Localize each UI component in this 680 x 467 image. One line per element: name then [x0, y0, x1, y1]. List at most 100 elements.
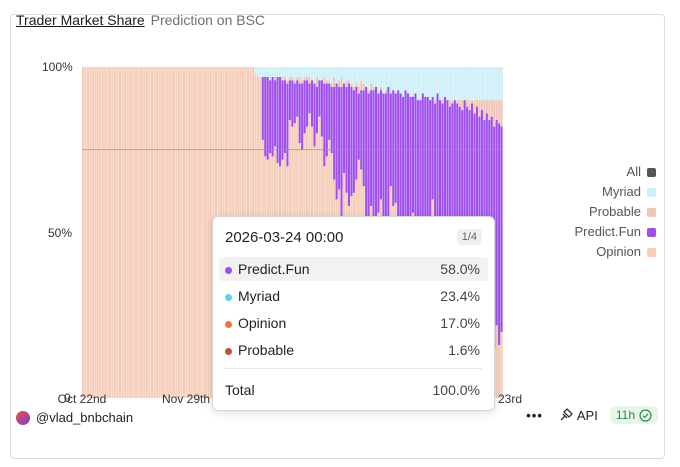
bar-probable — [480, 100, 483, 111]
bar-predict-fun — [335, 83, 338, 200]
bar-myriad — [500, 67, 503, 101]
legend: All Myriad Probable Predict.Fun Opinion — [575, 162, 656, 262]
opinion-dot-icon — [225, 320, 232, 328]
bar-probable — [458, 100, 461, 107]
bar-predict-fun — [466, 106, 469, 279]
bar-opinion — [106, 67, 109, 398]
bar-probable — [288, 76, 291, 81]
bar-probable — [355, 83, 358, 87]
bar-probable — [372, 86, 375, 91]
check-circle-icon — [639, 408, 652, 422]
bar-opinion — [197, 67, 200, 398]
bar-probable — [379, 86, 383, 91]
bar-probable — [306, 76, 309, 81]
bar-opinion — [109, 67, 112, 398]
bar-probable — [384, 90, 387, 94]
bar-predict-fun — [303, 80, 306, 134]
title-row: Trader Market Share Prediction on BSC — [16, 12, 265, 28]
bar-myriad — [301, 67, 304, 81]
bar-opinion — [133, 67, 136, 398]
refresh-badge[interactable]: 11h — [609, 406, 658, 424]
legend-item-all[interactable]: All — [575, 162, 656, 182]
bar-probable — [470, 100, 474, 104]
bar-myriad — [286, 67, 289, 81]
legend-item-myriad[interactable]: Myriad — [575, 182, 656, 202]
bar-myriad — [448, 67, 451, 101]
bar-probable — [345, 80, 348, 87]
bar-predict-fun — [310, 80, 314, 127]
bar-predict-fun — [325, 83, 328, 157]
author[interactable]: @vlad_bnbchain — [16, 410, 133, 425]
bar-predict-fun — [475, 106, 479, 299]
bar-myriad — [392, 67, 395, 91]
bar-myriad — [347, 67, 350, 81]
bar-myriad — [274, 67, 277, 77]
bar-predict-fun — [367, 93, 370, 216]
bar-probable — [338, 80, 341, 87]
bar-myriad — [429, 67, 432, 101]
legend-item-predict-fun[interactable]: Predict.Fun — [575, 222, 656, 242]
probable-dot-icon — [225, 347, 232, 355]
bar-predict-fun — [434, 103, 437, 230]
x-tick-oct22: Oct 22nd — [57, 392, 107, 406]
api-button[interactable]: API — [559, 408, 598, 423]
bar-myriad — [382, 67, 385, 94]
bar-predict-fun — [441, 103, 444, 259]
bar-opinion — [121, 67, 124, 398]
chart-title[interactable]: Trader Market Share — [16, 12, 145, 28]
bar-opinion — [118, 67, 122, 398]
bar-predict-fun — [414, 93, 417, 233]
bar-opinion — [180, 67, 183, 398]
tooltip-total: Total 100.0% — [225, 382, 480, 398]
bar-probable — [308, 76, 311, 84]
bar-probable — [293, 80, 296, 84]
bar-myriad — [313, 67, 316, 84]
bar-myriad — [431, 67, 434, 97]
bar-predict-fun — [451, 103, 454, 259]
plug-icon — [560, 408, 573, 421]
bar-opinion — [195, 67, 198, 398]
bar-probable — [298, 76, 301, 84]
bar-myriad — [370, 67, 373, 84]
bar-myriad — [461, 67, 464, 101]
y-tick-0: 0 — [64, 391, 71, 405]
tooltip-page[interactable]: 1/4 — [456, 229, 482, 245]
bar-myriad — [384, 67, 387, 91]
bar-predict-fun — [419, 100, 422, 243]
bar-predict-fun — [293, 83, 296, 124]
bar-predict-fun — [350, 86, 353, 197]
bar-opinion — [158, 67, 161, 398]
bar-opinion — [84, 67, 87, 398]
bar-opinion — [187, 67, 190, 398]
bar-opinion — [205, 67, 208, 398]
bar-predict-fun — [357, 93, 360, 160]
bar-myriad — [320, 67, 323, 81]
legend-item-opinion[interactable]: Opinion — [575, 242, 656, 262]
bar-probable — [340, 76, 343, 87]
bar-myriad — [350, 67, 353, 84]
bar-myriad — [443, 67, 447, 97]
bar-predict-fun — [389, 93, 392, 187]
bar-myriad — [293, 67, 296, 81]
bar-predict-fun — [431, 96, 434, 200]
bar-myriad — [365, 67, 368, 87]
bar-myriad — [493, 67, 496, 101]
bar-predict-fun — [271, 76, 274, 157]
bar-predict-fun — [453, 100, 456, 279]
avatar — [16, 410, 30, 425]
bar-probable — [301, 80, 304, 84]
bar-opinion — [128, 67, 131, 398]
bar-myriad — [377, 67, 380, 94]
more-options-icon[interactable]: ••• — [526, 407, 543, 423]
bar-opinion — [168, 67, 171, 398]
bar-myriad — [269, 67, 272, 81]
legend-item-probable[interactable]: Probable — [575, 202, 656, 222]
bar-myriad — [498, 67, 501, 101]
bar-myriad — [473, 67, 476, 101]
bar-myriad — [470, 67, 474, 101]
bar-opinion — [185, 67, 188, 398]
bar-predict-fun — [458, 106, 461, 266]
bar-predict-fun — [266, 76, 269, 160]
bar-probable — [490, 100, 493, 117]
bar-opinion — [495, 325, 498, 398]
